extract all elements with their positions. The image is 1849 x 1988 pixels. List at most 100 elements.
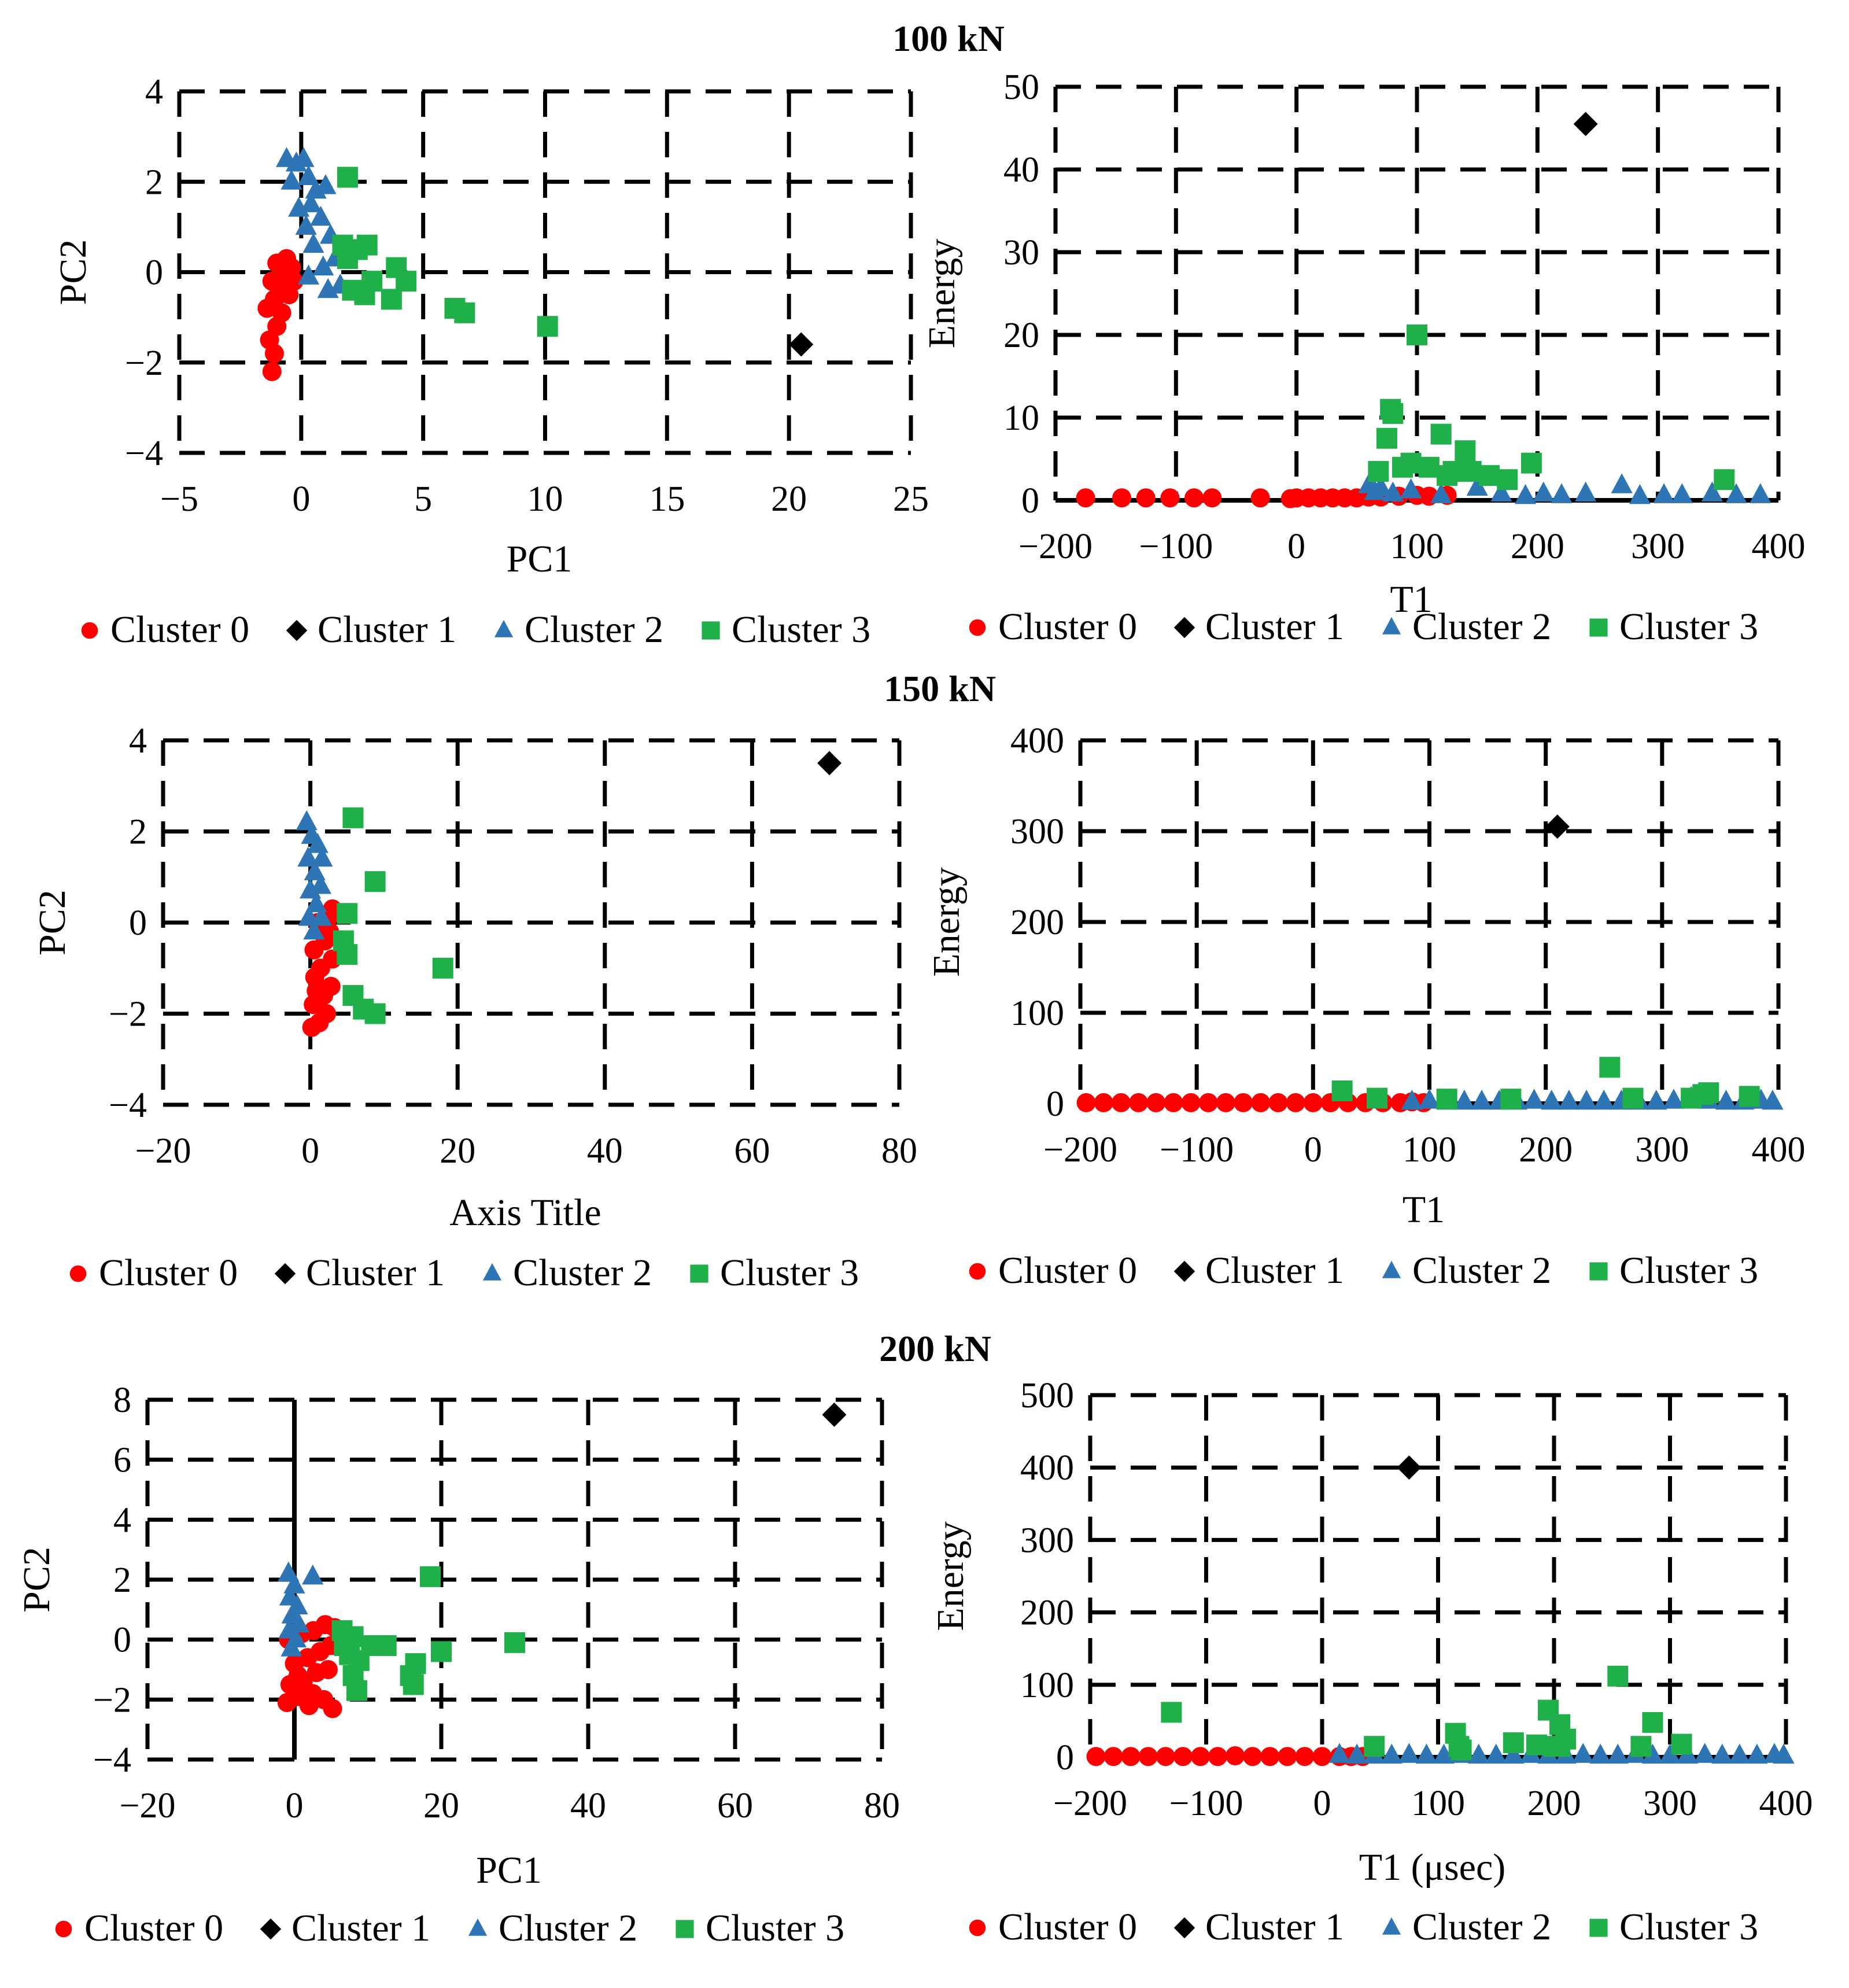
data-point-cluster-3 [504,1632,525,1653]
data-point-cluster-2 [1401,1089,1423,1110]
data-point-cluster-0 [1234,1093,1253,1112]
chart-150kn-energy: 0 100 200 300 400 −200 −100 0 100 200 300 400 T1 Ener… [925,721,1806,1231]
data-point-cluster-0 [1076,1093,1096,1112]
data-point-cluster-0 [1138,1747,1158,1766]
data-point-cluster-2 [1551,483,1573,503]
data-point-cluster-3 [1400,452,1422,474]
data-point-cluster-2 [288,197,310,217]
data-point-cluster-3 [1642,1712,1663,1733]
data-point-cluster-2 [297,264,320,285]
x-tick-label: −200 [1018,527,1093,566]
data-point-cluster-0 [318,1660,338,1679]
data-point-cluster-2 [1701,481,1723,502]
data-point-cluster-2 [1729,1743,1751,1764]
x-tick-label: −100 [1139,527,1213,566]
x-tick-label: −200 [1043,1130,1117,1170]
data-point-cluster-2 [1762,1089,1784,1110]
data-point-cluster-3 [1376,427,1397,449]
x-axis-label: T1 [1390,578,1432,621]
y-axis-label: PC2 [31,890,73,956]
y-tick-label: 2 [113,1561,131,1600]
data-point-cluster-2 [1400,478,1422,499]
y-tick-label: 10 [1003,399,1039,438]
legend-label-cluster-3: Cluster 3 [1619,1906,1758,1948]
data-point-cluster-2 [1466,475,1488,496]
data-point-cluster-2 [1430,483,1452,503]
data-point-cluster-1 [817,751,842,776]
data-point-cluster-0 [288,1666,308,1685]
x-tick-label: −100 [1160,1130,1234,1170]
data-point-cluster-0 [1129,1093,1149,1112]
x-tick-label: 200 [1511,527,1564,566]
data-point-cluster-3 [364,1003,386,1024]
data-point-cluster-2 [1453,1089,1475,1110]
data-point-cluster-0 [1198,1093,1218,1112]
x-axis-label: PC1 [507,538,573,580]
data-point-cluster-3 [346,1680,367,1701]
data-point-cluster-3 [337,248,358,270]
legend-label-cluster-0: Cluster 0 [84,1907,223,1949]
y-tick-label: 400 [1010,721,1064,761]
data-point-cluster-2 [1589,1743,1611,1764]
y-tick-label: 4 [129,721,147,761]
legend-marker-cluster-3 [676,1920,694,1938]
y-axis-label: Energy [925,867,968,976]
x-tick-label: −100 [1169,1784,1243,1823]
data-point-cluster-0 [323,1699,342,1718]
data-point-cluster-2 [1471,1089,1493,1110]
data-point-cluster-1 [1545,814,1570,839]
data-point-cluster-2 [1663,1089,1685,1109]
y-tick-label: 400 [1020,1448,1074,1488]
data-point-cluster-2 [317,278,339,298]
data-point-cluster-3 [1555,1728,1577,1750]
data-point-cluster-2 [315,174,337,194]
x-tick-label: 5 [414,480,432,519]
legend-marker-cluster-2 [482,1263,502,1281]
y-axis-label: Energy [929,1521,972,1631]
data-point-cluster-0 [303,1684,323,1703]
legend-label-cluster-1: Cluster 1 [306,1252,445,1294]
x-axis-label: T1 (μsec) [1359,1846,1505,1889]
legend-marker-cluster-3 [1589,618,1608,637]
data-point-cluster-3 [1698,1082,1719,1104]
data-point-cluster-2 [1328,1743,1350,1763]
data-point-cluster-2 [1541,1089,1563,1110]
x-tick-label: 300 [1631,527,1685,566]
x-tick-label: 80 [864,1786,900,1825]
chart-200kn-energy: 0 100 200 300 400 500 −200 −100 0 100 200 300 400 T1 … [929,1376,1813,1889]
data-point-cluster-2 [1653,483,1675,503]
data-point-cluster-3 [1366,1087,1387,1109]
y-tick-label: 200 [1010,903,1064,942]
legend-marker-cluster-3 [1589,1919,1608,1937]
data-point-cluster-2 [281,169,302,190]
data-point-cluster-0 [1104,1747,1123,1766]
data-point-cluster-3 [1161,1702,1182,1723]
y-tick-label: 100 [1010,994,1064,1033]
legend-label-cluster-2: Cluster 2 [499,1907,637,1949]
data-point-cluster-3 [431,1641,452,1662]
x-tick-label: 25 [893,480,929,519]
x-tick-label: 0 [1287,527,1305,566]
data-point-cluster-2 [1382,481,1404,502]
x-tick-label: 100 [1390,527,1444,566]
data-point-cluster-2 [1746,1743,1768,1764]
legend-100kn-pc: Cluster 0 Cluster 1 Cluster 2 Cluster 3 [81,608,870,651]
y-tick-label: 0 [113,1621,131,1660]
data-point-cluster-0 [1295,1747,1315,1766]
data-point-cluster-0 [1184,488,1204,508]
data-point-cluster-3 [337,903,358,924]
data-point-cluster-0 [1250,488,1270,508]
data-point-cluster-2 [1750,483,1772,503]
data-point-cluster-3 [1451,1739,1472,1761]
y-tick-label: 100 [1020,1666,1074,1705]
y-tick-label: 0 [1056,1738,1074,1777]
data-point-cluster-0 [1208,1747,1228,1766]
x-tick-label: 40 [587,1131,623,1171]
y-tick-label: −2 [109,995,147,1034]
legend-label-cluster-3: Cluster 3 [1619,606,1758,648]
legend-label-cluster-2: Cluster 2 [1412,1249,1551,1292]
data-point-cluster-3 [1455,440,1476,462]
y-axis-label: PC2 [52,239,94,305]
data-point-cluster-2 [293,147,315,167]
